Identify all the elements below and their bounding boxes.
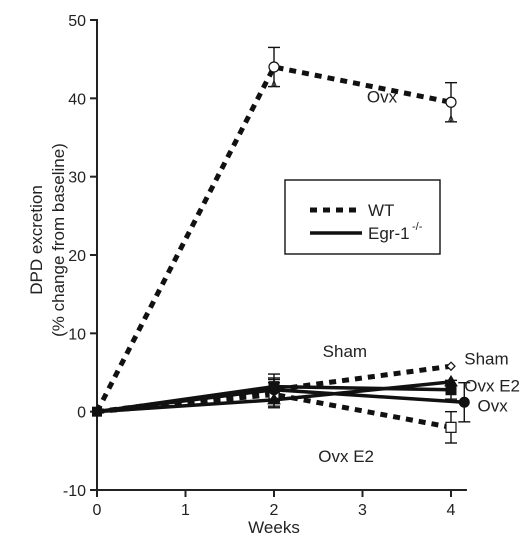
x-tick-label: 0 xyxy=(93,502,102,519)
y-tick-label: 50 xyxy=(68,13,86,30)
axes: -10 0 10 20 30 40 50 0 1 2 3 4 Weeks DPD excretion (% … xyxy=(27,13,467,537)
x-tick-label: 3 xyxy=(358,502,367,519)
x-axis-title: Weeks xyxy=(248,518,300,537)
y-axis-title: DPD excretion (% change from baseline) xyxy=(27,143,68,337)
y-axis-title-line1: DPD excretion xyxy=(27,185,46,295)
significance-label: A xyxy=(448,115,455,126)
legend-label-wt: WT xyxy=(368,201,394,220)
y-tick-label: 0 xyxy=(77,405,86,422)
legend: WT Egr-1 -/- xyxy=(284,179,441,255)
filled-circle-marker xyxy=(268,384,280,396)
series-layer: AA xyxy=(92,46,471,444)
y-axis-title-line2: (% change from baseline) xyxy=(49,143,68,337)
y-tick-label: 20 xyxy=(68,248,86,265)
y-tick-label: 30 xyxy=(68,170,86,187)
filled-circle-marker xyxy=(458,396,470,408)
series-annotation: Sham xyxy=(464,350,508,369)
y-tick-label: -10 xyxy=(63,483,86,500)
legend-box xyxy=(284,179,441,255)
series-annotation: Ovx xyxy=(367,87,398,106)
series-annotation: Ovx xyxy=(478,397,509,416)
significance-label: A xyxy=(271,79,278,90)
x-tick-label: 1 xyxy=(181,502,190,519)
legend-label-egr1: Egr-1 xyxy=(368,224,410,243)
series-wt-ovx: AA xyxy=(94,46,457,413)
origin-marker xyxy=(92,406,102,417)
open-circle-marker xyxy=(268,61,280,73)
y-tick-label: 40 xyxy=(68,91,86,108)
filled-square-marker xyxy=(445,384,457,396)
x-tick-label: 4 xyxy=(447,502,456,519)
legend-label-egr1-superscript: -/- xyxy=(412,221,423,233)
y-tick-label: 10 xyxy=(68,326,86,343)
series-egr-1-ovx xyxy=(96,378,471,423)
series-annotation: Sham xyxy=(323,342,367,361)
annotations: Ovx Sham Sham Ovx E2 Ovx Ovx E2 xyxy=(318,87,520,466)
open-diamond-marker xyxy=(446,361,456,372)
series-annotation: Ovx E2 xyxy=(318,447,374,466)
x-tick-label: 2 xyxy=(270,502,279,519)
open-square-marker xyxy=(445,421,457,433)
open-circle-marker xyxy=(445,96,457,108)
series-line xyxy=(94,64,452,413)
series-annotation: Ovx E2 xyxy=(464,376,520,395)
